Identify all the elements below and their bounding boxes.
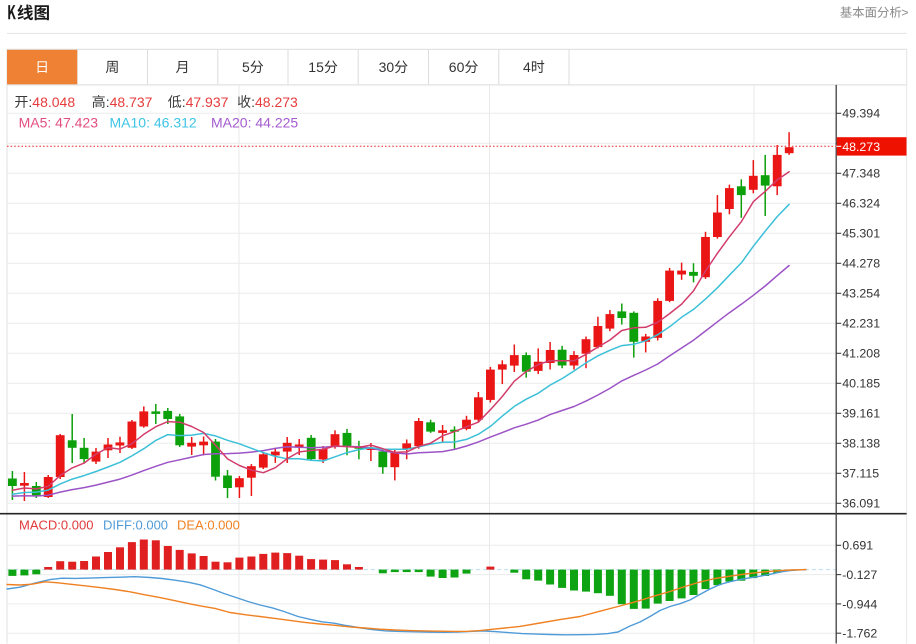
svg-text:46.324: 46.324 [842, 197, 880, 211]
svg-text:40.185: 40.185 [842, 377, 880, 391]
svg-text:41.208: 41.208 [842, 347, 880, 361]
svg-text::: : [106, 94, 110, 110]
svg-text:37.115: 37.115 [842, 467, 879, 481]
svg-text:48.048: 48.048 [32, 94, 75, 110]
svg-text:MA5: 47.423: MA5: 47.423 [19, 115, 99, 131]
svg-text:42.231: 42.231 [842, 317, 880, 331]
svg-text:-1.762: -1.762 [842, 627, 877, 641]
svg-text:38.138: 38.138 [842, 437, 880, 451]
svg-text:MA20: 44.225: MA20: 44.225 [211, 115, 298, 131]
svg-text:48.273: 48.273 [255, 94, 298, 110]
svg-text:36.091: 36.091 [842, 497, 880, 511]
svg-text::: : [182, 94, 186, 110]
svg-text:48.273: 48.273 [842, 140, 880, 154]
svg-text:DIFF:0.000: DIFF:0.000 [103, 518, 168, 533]
svg-text:60: 60 [449, 59, 465, 75]
svg-text:5: 5 [242, 59, 250, 75]
svg-text:49.394: 49.394 [842, 107, 880, 121]
svg-text:30: 30 [379, 59, 395, 75]
svg-text::: : [28, 94, 32, 110]
svg-text:-0.944: -0.944 [842, 597, 877, 611]
svg-text:MACD:0.000: MACD:0.000 [19, 518, 93, 533]
svg-text:>: > [901, 6, 908, 20]
svg-text:47.937: 47.937 [186, 94, 229, 110]
svg-text:4: 4 [523, 59, 531, 75]
svg-text::: : [251, 94, 255, 110]
svg-text:43.254: 43.254 [842, 287, 880, 301]
svg-text:47.348: 47.348 [842, 167, 880, 181]
svg-text:45.301: 45.301 [842, 227, 880, 241]
svg-text:39.161: 39.161 [842, 407, 880, 421]
svg-text:DEA:0.000: DEA:0.000 [177, 518, 240, 533]
svg-text:-0.127: -0.127 [842, 568, 877, 582]
svg-text:15: 15 [308, 59, 324, 75]
svg-text:48.737: 48.737 [110, 94, 153, 110]
svg-text:44.278: 44.278 [842, 257, 880, 271]
svg-text:0.691: 0.691 [842, 539, 873, 553]
svg-text:MA10: 46.312: MA10: 46.312 [110, 115, 197, 131]
